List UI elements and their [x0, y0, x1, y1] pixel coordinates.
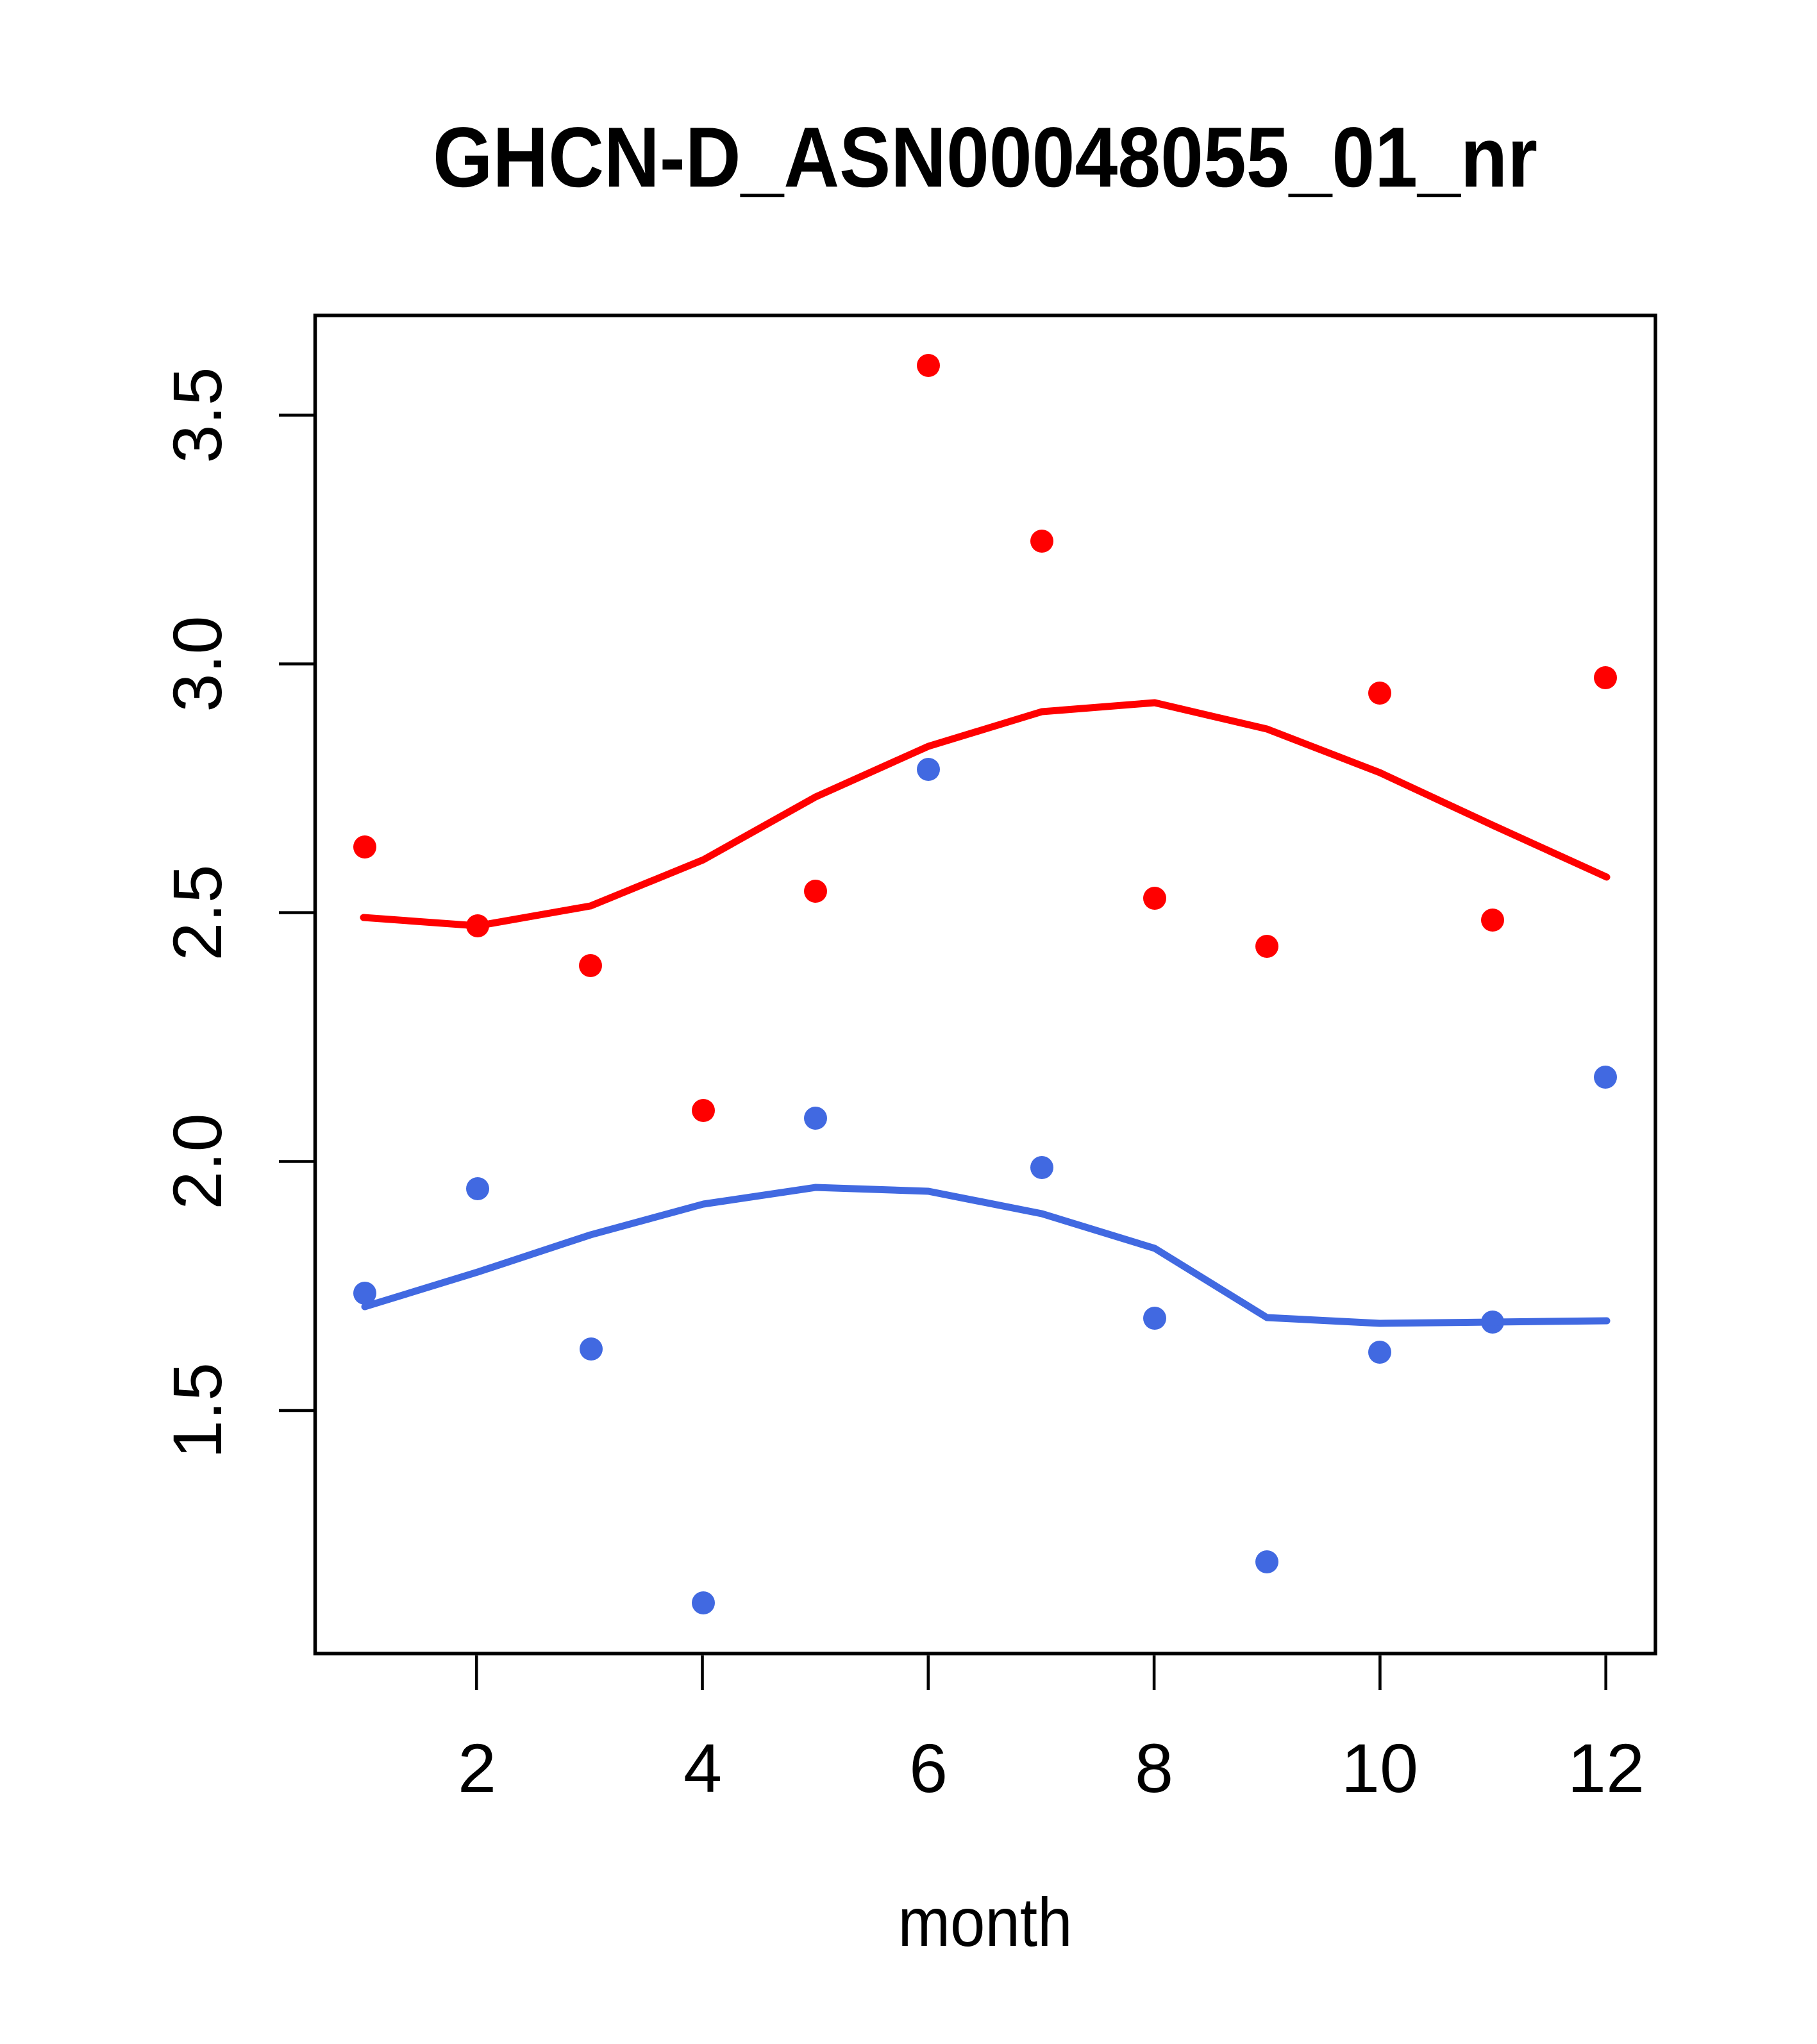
svg-text:3.0: 3.0 [158, 616, 236, 712]
svg-text:10: 10 [1341, 1729, 1418, 1807]
svg-text:2.5: 2.5 [158, 864, 236, 960]
svg-text:GHCN-D_ASN00048055_01_nr: GHCN-D_ASN00048055_01_nr [433, 110, 1537, 205]
svg-text:3.5: 3.5 [158, 367, 236, 463]
svg-text:12: 12 [1568, 1729, 1645, 1807]
svg-text:month: month [898, 1883, 1073, 1961]
svg-text:8: 8 [1135, 1729, 1173, 1807]
svg-text:2: 2 [458, 1729, 496, 1807]
svg-text:2.0: 2.0 [158, 1113, 236, 1209]
svg-text:1.5: 1.5 [158, 1362, 236, 1459]
svg-text:4: 4 [683, 1729, 722, 1807]
svg-text:6: 6 [909, 1729, 948, 1807]
